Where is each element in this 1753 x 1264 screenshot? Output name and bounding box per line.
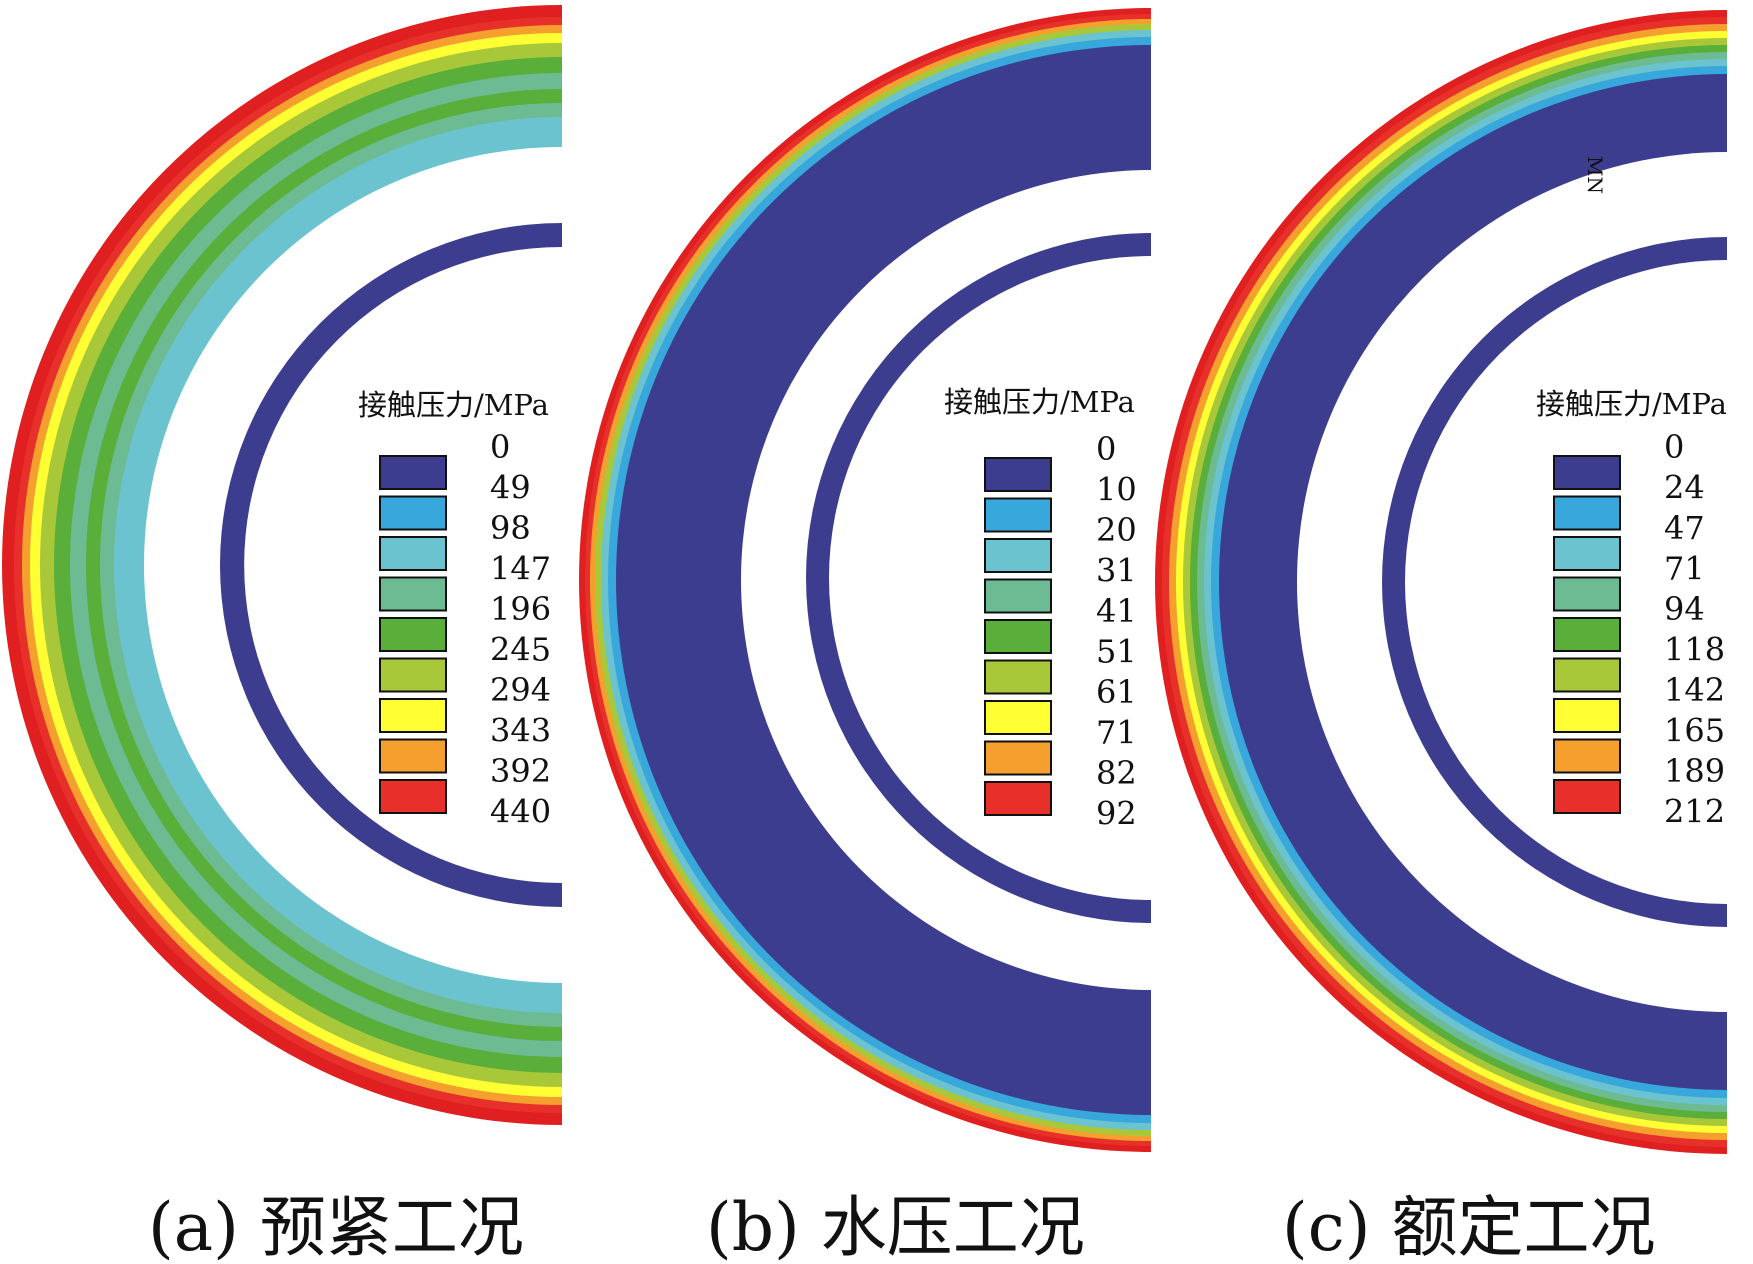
ring-hole: [144, 147, 562, 983]
legend-value: 10: [1096, 471, 1137, 509]
legend-value: 196: [490, 590, 551, 628]
caption-a: (a) 预紧工况: [148, 1189, 524, 1264]
caption-b: (b) 水压工况: [706, 1189, 1085, 1264]
legend-swatch: [379, 455, 447, 490]
legend-swatches-c: [1553, 455, 1621, 814]
legend-swatch: [984, 578, 1052, 614]
legend-swatch: [379, 698, 447, 733]
legend-value: 212: [1664, 793, 1725, 831]
legend-swatch: [379, 536, 447, 571]
legend-value: 47: [1664, 509, 1705, 547]
legend-value: 98: [490, 509, 531, 547]
legend-swatch: [1553, 536, 1621, 571]
legend-swatch: [984, 781, 1052, 816]
legend-value: 0: [490, 428, 510, 466]
legend-value: 392: [490, 752, 551, 790]
legend-value: 49: [490, 469, 531, 507]
legend-swatches-a: [379, 455, 447, 814]
legend-swatch: [1553, 576, 1621, 612]
legend-title-c: 接触压力/MPa: [1536, 387, 1727, 421]
legend-swatch: [984, 619, 1052, 654]
legend-value: 71: [1096, 714, 1137, 752]
legend-swatch: [379, 738, 447, 774]
legend-swatch: [379, 657, 447, 693]
legend-value: 92: [1096, 795, 1137, 833]
legend-swatch: [1553, 657, 1621, 693]
outer-ring-contour-c: [1155, 10, 1727, 1154]
legend-swatch: [984, 457, 1052, 492]
legend-value: 118: [1664, 631, 1725, 669]
legend-swatch: [1553, 495, 1621, 531]
legend-swatch: [1553, 617, 1621, 652]
outer-ring-contour-a: [2, 5, 562, 1125]
caption-c: (c) 额定工况: [1282, 1189, 1655, 1264]
legend-value: 51: [1096, 633, 1137, 671]
legend-value: 24: [1664, 469, 1705, 507]
legend-value: 165: [1664, 712, 1725, 750]
legend-swatch: [984, 740, 1052, 776]
legend-value: 31: [1096, 552, 1137, 590]
legend-value: 189: [1664, 752, 1725, 790]
legend-value: 61: [1096, 673, 1137, 711]
legend-value: 294: [490, 671, 551, 709]
legend-swatch: [1553, 698, 1621, 733]
legend-value: 82: [1096, 754, 1137, 792]
legend-swatch: [379, 576, 447, 612]
legend-value: 71: [1664, 550, 1705, 588]
legend-value: 41: [1096, 592, 1137, 630]
legend-swatch: [984, 538, 1052, 573]
legend-value: 94: [1664, 590, 1705, 628]
legend-value: 147: [490, 550, 551, 588]
legend-swatch: [984, 700, 1052, 735]
legend-title-a: 接触压力/MPa: [358, 388, 549, 422]
legend-value: 245: [490, 631, 551, 669]
min-marker-c: MN: [1583, 156, 1607, 194]
legend-swatch: [1553, 779, 1621, 814]
legend-swatch: [379, 617, 447, 652]
legend-swatch: [1553, 738, 1621, 774]
legend-value: 142: [1664, 671, 1725, 709]
legend-value: 343: [490, 712, 551, 750]
legend-value: 0: [1664, 428, 1684, 466]
outer-ring-contour-b: [579, 8, 1151, 1152]
legend-title-b: 接触压力/MPa: [944, 385, 1135, 419]
legend-value: 0: [1096, 430, 1116, 468]
legend-value: 440: [490, 793, 551, 831]
legend-swatch: [984, 659, 1052, 695]
legend-swatch: [379, 495, 447, 531]
legend-swatch: [1553, 455, 1621, 490]
legend-swatches-b: [984, 457, 1052, 816]
legend-swatch: [984, 497, 1052, 533]
legend-swatch: [379, 779, 447, 814]
legend-value: 20: [1096, 511, 1137, 549]
